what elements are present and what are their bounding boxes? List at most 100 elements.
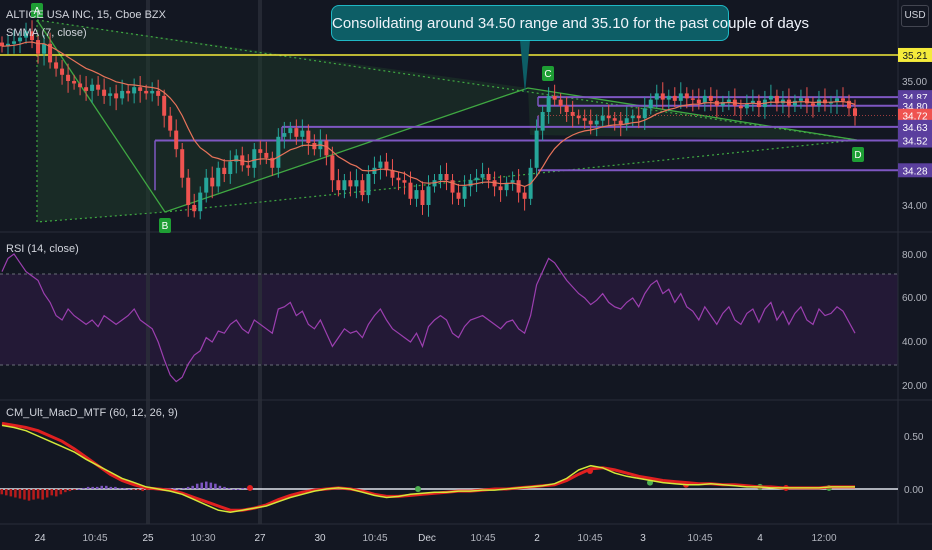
- macd-histogram-bar: [23, 489, 26, 500]
- macd-histogram-bar: [0, 489, 3, 495]
- candle-body: [582, 118, 587, 121]
- candle-body: [558, 99, 563, 106]
- candle-body: [12, 41, 17, 44]
- candle-body: [210, 177, 215, 187]
- candle-body: [348, 180, 353, 187]
- candle-body: [792, 100, 797, 106]
- candle-body: [630, 115, 635, 119]
- candle-body: [690, 98, 695, 100]
- candle-body: [276, 136, 281, 168]
- macd-histogram-bar: [200, 482, 203, 489]
- candle-body: [564, 105, 569, 112]
- candle-body: [360, 180, 365, 196]
- macd-histogram-bar: [127, 489, 131, 490]
- candle-body: [684, 93, 689, 99]
- price-tag: [898, 47, 932, 62]
- candle-body: [426, 186, 431, 205]
- candle-body: [624, 118, 629, 125]
- pattern-line: [36, 19, 858, 213]
- candle-body: [336, 180, 341, 191]
- macd-histogram-bar: [27, 489, 31, 501]
- candle-body: [234, 155, 239, 162]
- macd-histogram-bar: [14, 489, 17, 498]
- candle-body: [0, 42, 4, 47]
- candle-body: [696, 99, 701, 104]
- candle-body: [48, 43, 53, 63]
- smma-legend[interactable]: SMMA (7, close): [6, 27, 87, 39]
- macd-histogram-bar: [177, 489, 181, 490]
- candle-body: [120, 90, 125, 99]
- macd-histogram-bar: [132, 489, 135, 491]
- candle-body: [846, 100, 851, 109]
- macd-histogram-bar: [195, 483, 199, 489]
- macd-legend[interactable]: CM_Ult_MacD_MTF (60, 12, 26, 9): [6, 407, 178, 419]
- candle-body: [498, 186, 503, 191]
- candle-body: [144, 90, 149, 94]
- candle-body: [132, 87, 137, 94]
- candle-body: [576, 115, 581, 119]
- price-tag-label: 34.80: [902, 102, 927, 113]
- candle-body: [708, 95, 713, 101]
- macd-histogram-bar: [227, 487, 231, 489]
- candle-body: [288, 128, 293, 134]
- macd-histogram-bar: [232, 489, 235, 490]
- pattern-point-badge: [31, 3, 43, 18]
- candle-body: [438, 174, 443, 181]
- price-tag: [898, 133, 932, 148]
- candle-body: [354, 180, 359, 187]
- macd-histogram-bar: [145, 489, 149, 491]
- macd-line: [1, 424, 855, 514]
- candle-body: [114, 93, 119, 99]
- currency-button[interactable]: USD: [901, 5, 929, 27]
- pattern-dotted-line: [36, 19, 858, 141]
- macd-histogram-bar: [41, 489, 44, 500]
- candle-body: [750, 100, 755, 104]
- macd-histogram: [0, 467, 832, 501]
- time-tick: 10:45: [687, 533, 712, 544]
- candle-body: [96, 84, 101, 90]
- candle-body: [654, 93, 659, 100]
- candle-body: [612, 118, 617, 121]
- candle-body: [420, 190, 425, 205]
- macd-histogram-bar: [205, 481, 208, 489]
- candle-body: [246, 165, 251, 168]
- candle-body: [672, 95, 677, 101]
- time-tick: 27: [254, 533, 266, 544]
- candle-body: [504, 182, 509, 191]
- rsi-legend[interactable]: RSI (14, close): [6, 243, 79, 255]
- macd-histogram-bar: [82, 487, 85, 489]
- axis-labels: 35.0034.0080.0060.0040.0020.000.500.0024…: [34, 77, 927, 544]
- candle-body: [853, 108, 857, 116]
- macd-histogram-bar: [118, 487, 122, 489]
- macd-tick: 0.00: [904, 485, 924, 496]
- candle-body: [324, 140, 329, 156]
- callout-annotation[interactable]: Consolidating around 34.50 range and 35.…: [331, 5, 809, 41]
- candle-body: [54, 62, 59, 69]
- macd-histogram-bar: [68, 489, 72, 492]
- candle-body: [60, 68, 65, 75]
- candle-body: [24, 31, 29, 38]
- time-tick: 10:30: [190, 533, 215, 544]
- candle-body: [618, 120, 623, 125]
- macd-histogram-bar: [191, 485, 194, 489]
- candle-body: [666, 95, 671, 100]
- candle-body: [702, 95, 707, 104]
- candle-body: [804, 98, 809, 104]
- macd-histogram-bar: [100, 485, 103, 489]
- session-dividers: [146, 0, 262, 524]
- candle-body: [492, 180, 497, 187]
- candle-body: [642, 108, 647, 119]
- macd-histogram-bar: [123, 487, 126, 489]
- candle-body: [546, 95, 551, 112]
- time-tick: 2: [534, 533, 540, 544]
- rsi-tick: 40.00: [902, 337, 927, 348]
- candle-body: [282, 133, 287, 137]
- candle-body: [84, 87, 89, 91]
- pattern-dotted-line: [164, 139, 858, 213]
- candle-body: [768, 95, 773, 100]
- candle-body: [174, 130, 179, 150]
- candle-body: [774, 95, 779, 104]
- candle-body: [396, 177, 401, 181]
- macd-histogram-bar: [209, 482, 213, 489]
